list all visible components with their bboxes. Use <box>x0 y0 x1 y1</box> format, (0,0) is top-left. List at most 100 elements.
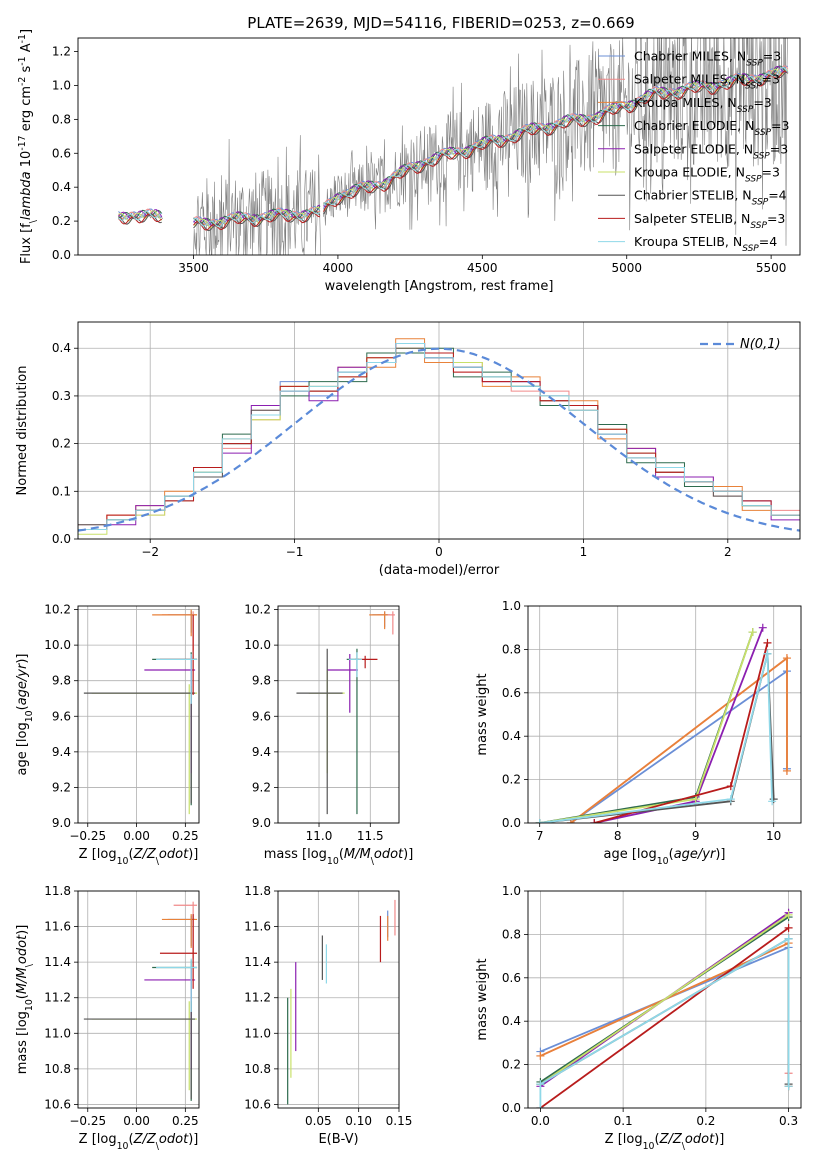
legend-entry-label: Kroupa STELIB, NSSP=4 <box>634 234 777 254</box>
x-axis-label: Z [log10(Z/Z\odot)] <box>79 847 199 867</box>
y-tick-label: 0.0 <box>52 248 71 262</box>
y-tick-label: 11.0 <box>244 1026 271 1040</box>
x-axis-label: mass [log10(M/M\odot)] <box>264 847 414 867</box>
y-tick-label: 0.2 <box>52 214 71 228</box>
y-tick-label: 0.8 <box>52 112 71 126</box>
x-tick-label: 4000 <box>323 261 354 275</box>
weight-marker <box>748 628 757 637</box>
y-tick-label: 0.1 <box>52 484 71 498</box>
panel-weight-Z: 0.0 0.1 0.2 0.3 0.0 0.2 0.4 0.6 0.8 1.0 Z [log10(Z… <box>475 884 802 1152</box>
legend-entry-label: Salpeter ELODIE, NSSP=3 <box>634 141 788 161</box>
x-tick-label: −0.25 <box>69 1114 106 1128</box>
plot-area-spectrum <box>117 38 789 255</box>
weight-marker <box>758 623 767 632</box>
x-tick-label: 0.05 <box>305 1114 332 1128</box>
histogram-series <box>78 342 800 539</box>
y-tick-label: 1.2 <box>52 45 71 59</box>
legend: Chabrier MILES, NSSP=3 Salpeter MILES, NS… <box>598 49 789 254</box>
x-axis-label: wavelength [Angstrom, rest frame] <box>325 279 554 294</box>
plot-area-EBV-mass <box>287 899 396 1105</box>
y-tick-label: 9.8 <box>252 674 271 688</box>
y-tick-label: 10.0 <box>244 638 271 652</box>
y-tick-label: 9.0 <box>52 816 71 830</box>
y-tick-label: 1.0 <box>502 599 521 613</box>
y-tick-label: 9.8 <box>52 674 71 688</box>
y-axis-label: mass weight <box>475 958 490 1040</box>
x-tick-label: −1 <box>286 545 304 559</box>
panel-mass-age: 11.0 11.5 9.0 9.2 9.4 9.6 9.8 10.0 10.2 mass [log… <box>244 603 413 867</box>
y-tick-label: 9.6 <box>252 709 271 723</box>
x-tick-label: 0.00 <box>123 1114 150 1128</box>
weight-marker <box>536 1104 545 1108</box>
panel-Z-mass: −0.25 0.00 0.25 10.6 10.8 11.0 11.2 11.4 11.6 11.… <box>15 884 200 1152</box>
y-tick-label: 0.4 <box>502 1014 521 1028</box>
x-tick-label: 0.3 <box>779 1114 798 1128</box>
weight-marker <box>784 934 793 943</box>
weight-marker <box>784 910 793 919</box>
y-tick-label: 10.6 <box>44 1097 71 1111</box>
x-tick-label: 2 <box>724 545 732 559</box>
legend: N(0,1) <box>700 337 781 352</box>
weight-line <box>594 627 764 823</box>
y-tick-label: 0.4 <box>52 341 71 355</box>
weight-marker <box>535 819 544 823</box>
model-spectrum-line <box>118 66 789 228</box>
x-tick-label: 5500 <box>756 261 787 275</box>
y-tick-label: 9.6 <box>52 709 71 723</box>
weight-marker <box>782 766 791 775</box>
x-tick-label: 0.00 <box>123 829 150 843</box>
y-tick-label: 0.4 <box>52 180 71 194</box>
x-tick-label: 7 <box>536 829 544 843</box>
legend-entry-label: Chabrier ELODIE, NSSP=3 <box>634 118 789 138</box>
y-tick-label: 0.2 <box>52 437 71 451</box>
y-tick-label: 11.8 <box>44 884 71 898</box>
y-tick-label: 11.6 <box>44 920 71 934</box>
y-tick-label: 9.4 <box>252 745 271 759</box>
y-tick-label: 0.6 <box>502 971 521 985</box>
figure-title: PLATE=2639, MJD=54116, FIBERID=0253, z=0… <box>247 14 634 32</box>
weight-line <box>539 631 754 823</box>
x-tick-label: 0.15 <box>386 1114 413 1128</box>
plot-area-mass-age <box>296 611 395 815</box>
axes-frame <box>77 321 801 540</box>
weight-marker <box>726 795 735 804</box>
weight-marker <box>782 654 791 663</box>
weight-marker <box>536 1051 545 1060</box>
x-tick-label: 0.2 <box>696 1114 715 1128</box>
x-tick-label: 5000 <box>611 261 642 275</box>
normal-reference-curve <box>78 347 800 532</box>
x-axis-label: Z [log10(Z/Z\odot)] <box>605 1132 725 1152</box>
x-axis-label: age [log10(age/yr)] <box>603 847 725 867</box>
weight-line <box>594 642 769 823</box>
y-tick-label: 11.2 <box>244 991 271 1005</box>
axes-frame <box>277 605 400 824</box>
weight-marker <box>784 923 793 932</box>
x-tick-label: 0.1 <box>614 1114 633 1128</box>
plot-area-Z-mass <box>83 901 198 1101</box>
weight-marker <box>784 1082 793 1091</box>
y-tick-label: 0.0 <box>52 532 71 546</box>
y-tick-label: 0.4 <box>502 729 521 743</box>
plot-area-Z-age <box>83 609 198 815</box>
legend-entry-label: Salpeter MILES, NSSP=3 <box>634 72 780 92</box>
y-axis-label: age [log10(age/yr)] <box>15 653 35 775</box>
y-tick-label: 11.4 <box>244 955 271 969</box>
y-tick-label: 11.0 <box>44 1026 71 1040</box>
legend-entry-label: N(0,1) <box>740 337 781 352</box>
y-tick-label: 11.6 <box>244 920 271 934</box>
y-tick-label: 10.8 <box>44 1062 71 1076</box>
panel-residuals: −2 −1 0 1 2 0.0 0.1 0.2 0.3 0.4 (data-model)/error… <box>15 321 801 578</box>
y-tick-label: 0.2 <box>502 1058 521 1072</box>
axes-frame <box>77 37 801 256</box>
x-tick-label: 0.25 <box>172 1114 199 1128</box>
y-tick-label: 0.3 <box>52 389 71 403</box>
observed-spectrum-segment <box>193 135 321 255</box>
y-tick-label: 0.2 <box>502 773 521 787</box>
y-tick-label: 11.8 <box>244 884 271 898</box>
x-tick-label: 11.5 <box>357 829 384 843</box>
panel-weight-age: 7 8 9 10 0.0 0.2 0.4 0.6 0.8 1.0 age [log10(age/yr… <box>475 599 802 867</box>
y-axis-label: Normed distribution <box>15 366 30 496</box>
x-tick-label: 3500 <box>178 261 209 275</box>
y-tick-label: 9.4 <box>52 745 71 759</box>
